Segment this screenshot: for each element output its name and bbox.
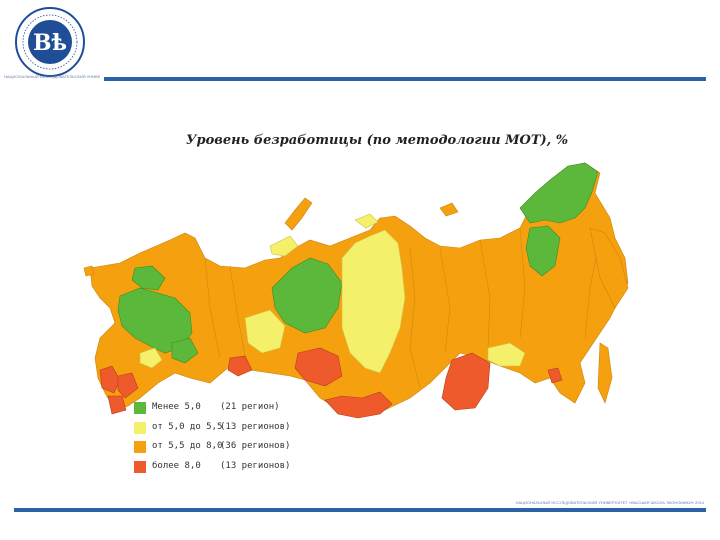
region-arctic-islands [354, 213, 379, 229]
region-kamchatka [589, 227, 629, 309]
region-green-north-west [131, 265, 166, 291]
region-novaya-zemlya [284, 197, 313, 231]
legend-label: от 5,5 до 8,0 [152, 441, 223, 451]
region-yellow-baikal [487, 342, 526, 367]
legend-label: более 8,0 [152, 460, 201, 471]
legend-swatch-green [134, 402, 146, 414]
region-yellow-urals [244, 309, 286, 354]
region-red-far-east [547, 367, 563, 384]
region-red-zabaikal [441, 352, 491, 411]
legend-swatch-red [134, 460, 146, 473]
region-kaliningrad [83, 265, 95, 277]
region-red-tuva [324, 391, 393, 419]
region-red-volga [227, 355, 253, 377]
legend-count: (36 регионов) [220, 441, 291, 451]
logo-caption: НАЦИОНАЛЬНЫЙ ИССЛЕДОВАТЕЛЬСКИЙ УНИВЕРСИТ… [4, 74, 100, 79]
region-yellow-volga [139, 347, 163, 369]
region-red-caucasus-3 [107, 395, 127, 415]
legend-count: (13 регионов) [220, 421, 291, 432]
svg-text:Вѣ: Вѣ [33, 30, 67, 56]
legend-label: от 5,0 до 5,5 [152, 421, 223, 432]
legend-count: (13 регионов) [220, 460, 291, 471]
russia-unemployment-map [80, 148, 640, 438]
region-green-amur [525, 225, 561, 277]
footer-divider [14, 508, 706, 512]
region-red-caucasus-1 [99, 365, 121, 394]
region-red-caucasus-2 [117, 372, 139, 399]
region-yellow-siberia [341, 229, 406, 374]
legend-label: Менее 5,0 [152, 402, 201, 412]
legend-count: (21 регион) [220, 402, 280, 412]
region-yellow-north [269, 235, 299, 257]
region-sakhalin [597, 342, 613, 404]
region-green-south-west [171, 337, 199, 364]
legend-swatch-yellow [134, 421, 146, 434]
region-red-altai [294, 347, 343, 387]
region-arctic-islands-2 [439, 202, 459, 217]
region-green-far-east [519, 162, 599, 224]
map-title: Уровень безработицы (по методологии МОТ)… [186, 133, 569, 148]
legend-swatch-orange [134, 441, 146, 453]
header-divider [104, 77, 706, 81]
university-logo: Вѣ [14, 6, 86, 78]
footer-text: НАЦИОНАЛЬНЫЙ ИССЛЕДОВАТЕЛЬСКИЙ УНИВЕРСИТ… [515, 500, 704, 505]
region-green-west-siberia [271, 257, 343, 334]
